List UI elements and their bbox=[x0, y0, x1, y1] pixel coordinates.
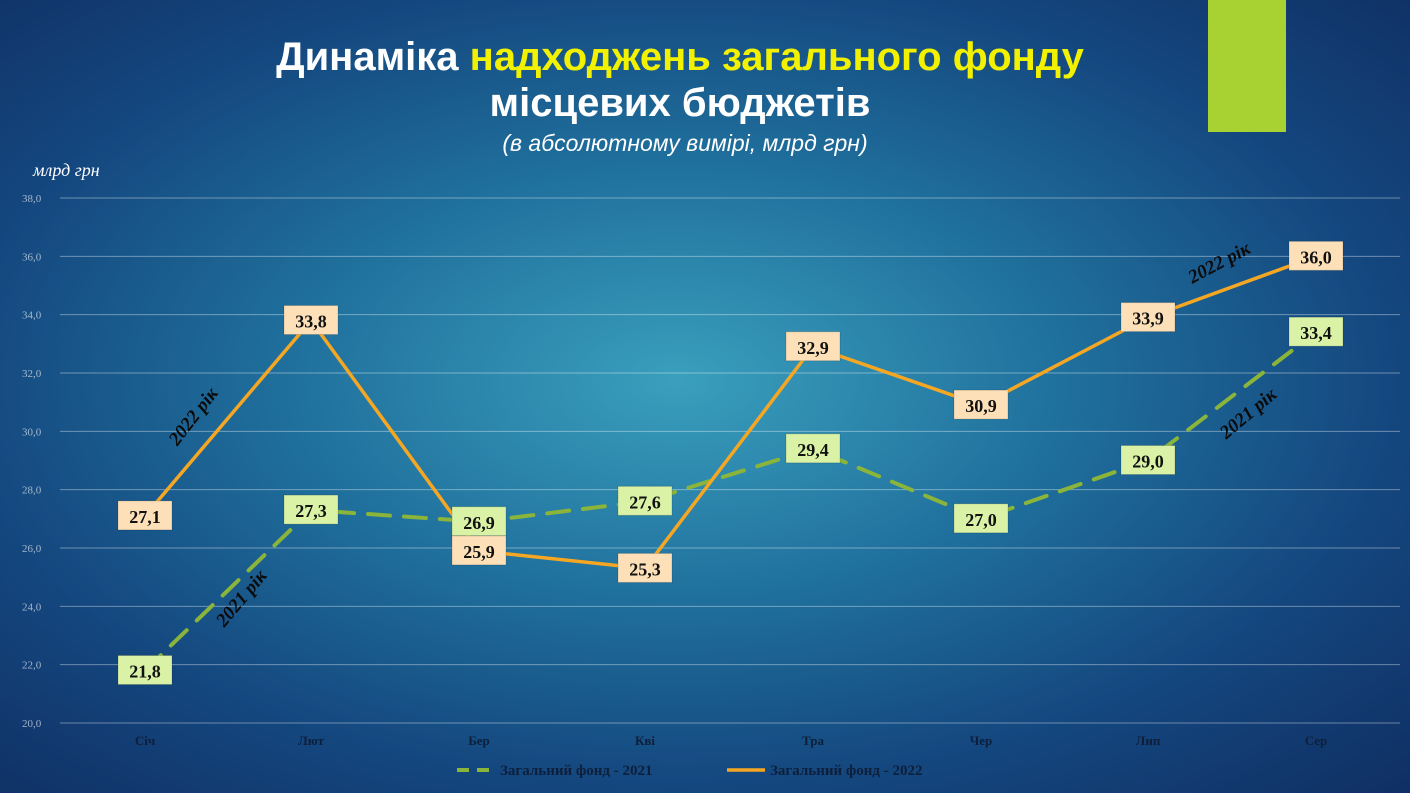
title-part1: Динаміка bbox=[276, 35, 470, 79]
data-label-box bbox=[117, 655, 173, 685]
series-annotation: 2022 рік bbox=[164, 383, 223, 451]
y-tick-label: 24,0 bbox=[22, 601, 42, 613]
series-annotation: 2021 рік bbox=[1215, 383, 1282, 444]
data-label: 21,8 bbox=[129, 662, 161, 682]
data-label-box bbox=[283, 494, 339, 525]
legend-label: Загальний фонд - 2021 bbox=[500, 763, 653, 779]
data-label: 33,9 bbox=[1132, 309, 1164, 329]
y-axis-unit-label: млрд грн bbox=[33, 160, 100, 180]
y-tick-label: 36,0 bbox=[22, 251, 42, 263]
x-tick-label: Кві bbox=[635, 733, 655, 748]
y-tick-label: 28,0 bbox=[22, 485, 42, 497]
chart-title-line2: місцевих бюджетів bbox=[489, 81, 871, 125]
accent-bar bbox=[1208, 0, 1286, 132]
data-label-box bbox=[1120, 302, 1176, 333]
y-tick-label: 22,0 bbox=[22, 660, 42, 672]
data-label-box bbox=[283, 305, 339, 335]
y-tick-label: 34,0 bbox=[22, 310, 42, 322]
x-tick-label: Тра bbox=[802, 733, 824, 748]
data-label: 36,0 bbox=[1300, 247, 1332, 267]
data-label: 25,9 bbox=[463, 542, 495, 562]
data-label-box bbox=[451, 535, 507, 566]
data-label: 25,3 bbox=[629, 559, 661, 579]
y-tick-label: 30,0 bbox=[22, 426, 42, 438]
series-line-2021 bbox=[143, 330, 1318, 673]
y-tick-label: 32,0 bbox=[22, 368, 42, 380]
x-tick-label: Чер bbox=[970, 733, 993, 748]
data-label-box bbox=[785, 433, 841, 464]
data-label: 29,4 bbox=[797, 440, 829, 460]
data-label: 33,4 bbox=[1300, 323, 1332, 343]
chart-title: Динаміка надходжень загального фонду bbox=[0, 35, 1360, 79]
data-label-box bbox=[1288, 316, 1344, 347]
data-label: 27,1 bbox=[129, 507, 161, 527]
series-line-2022 bbox=[143, 254, 1318, 571]
data-label: 27,3 bbox=[295, 501, 327, 521]
series-annotation: 2021 рік bbox=[212, 565, 273, 632]
x-tick-label: Січ bbox=[135, 733, 155, 748]
data-label-box bbox=[117, 500, 173, 531]
data-label-box bbox=[1288, 240, 1344, 271]
data-label-box bbox=[1120, 445, 1176, 475]
y-tick-label: 26,0 bbox=[22, 543, 42, 555]
x-tick-label: Лип bbox=[1136, 733, 1161, 748]
data-label-box bbox=[617, 485, 673, 516]
data-label: 27,0 bbox=[965, 510, 997, 530]
y-tick-label: 38,0 bbox=[22, 193, 42, 205]
data-label: 30,9 bbox=[965, 396, 997, 416]
y-tick-label: 20,0 bbox=[22, 718, 42, 730]
data-label-box bbox=[451, 506, 507, 537]
title-highlight: надходжень загального фонду bbox=[469, 35, 1084, 79]
data-label-box bbox=[953, 389, 1009, 420]
data-label-box bbox=[953, 503, 1009, 534]
data-label-box bbox=[617, 552, 673, 583]
data-label: 27,6 bbox=[629, 492, 661, 512]
legend-label: Загальний фонд - 2022 bbox=[770, 763, 923, 779]
x-tick-label: Лют bbox=[298, 733, 324, 748]
data-label: 29,0 bbox=[1132, 452, 1164, 472]
data-label: 33,8 bbox=[295, 312, 327, 332]
chart-subtitle: (в абсолютному вимірі, млрд грн) bbox=[502, 130, 868, 156]
data-label-box bbox=[785, 331, 841, 362]
data-label: 26,9 bbox=[463, 513, 495, 533]
x-tick-label: Сер bbox=[1305, 733, 1328, 748]
data-label: 32,9 bbox=[797, 338, 829, 358]
x-tick-label: Бер bbox=[468, 733, 490, 748]
